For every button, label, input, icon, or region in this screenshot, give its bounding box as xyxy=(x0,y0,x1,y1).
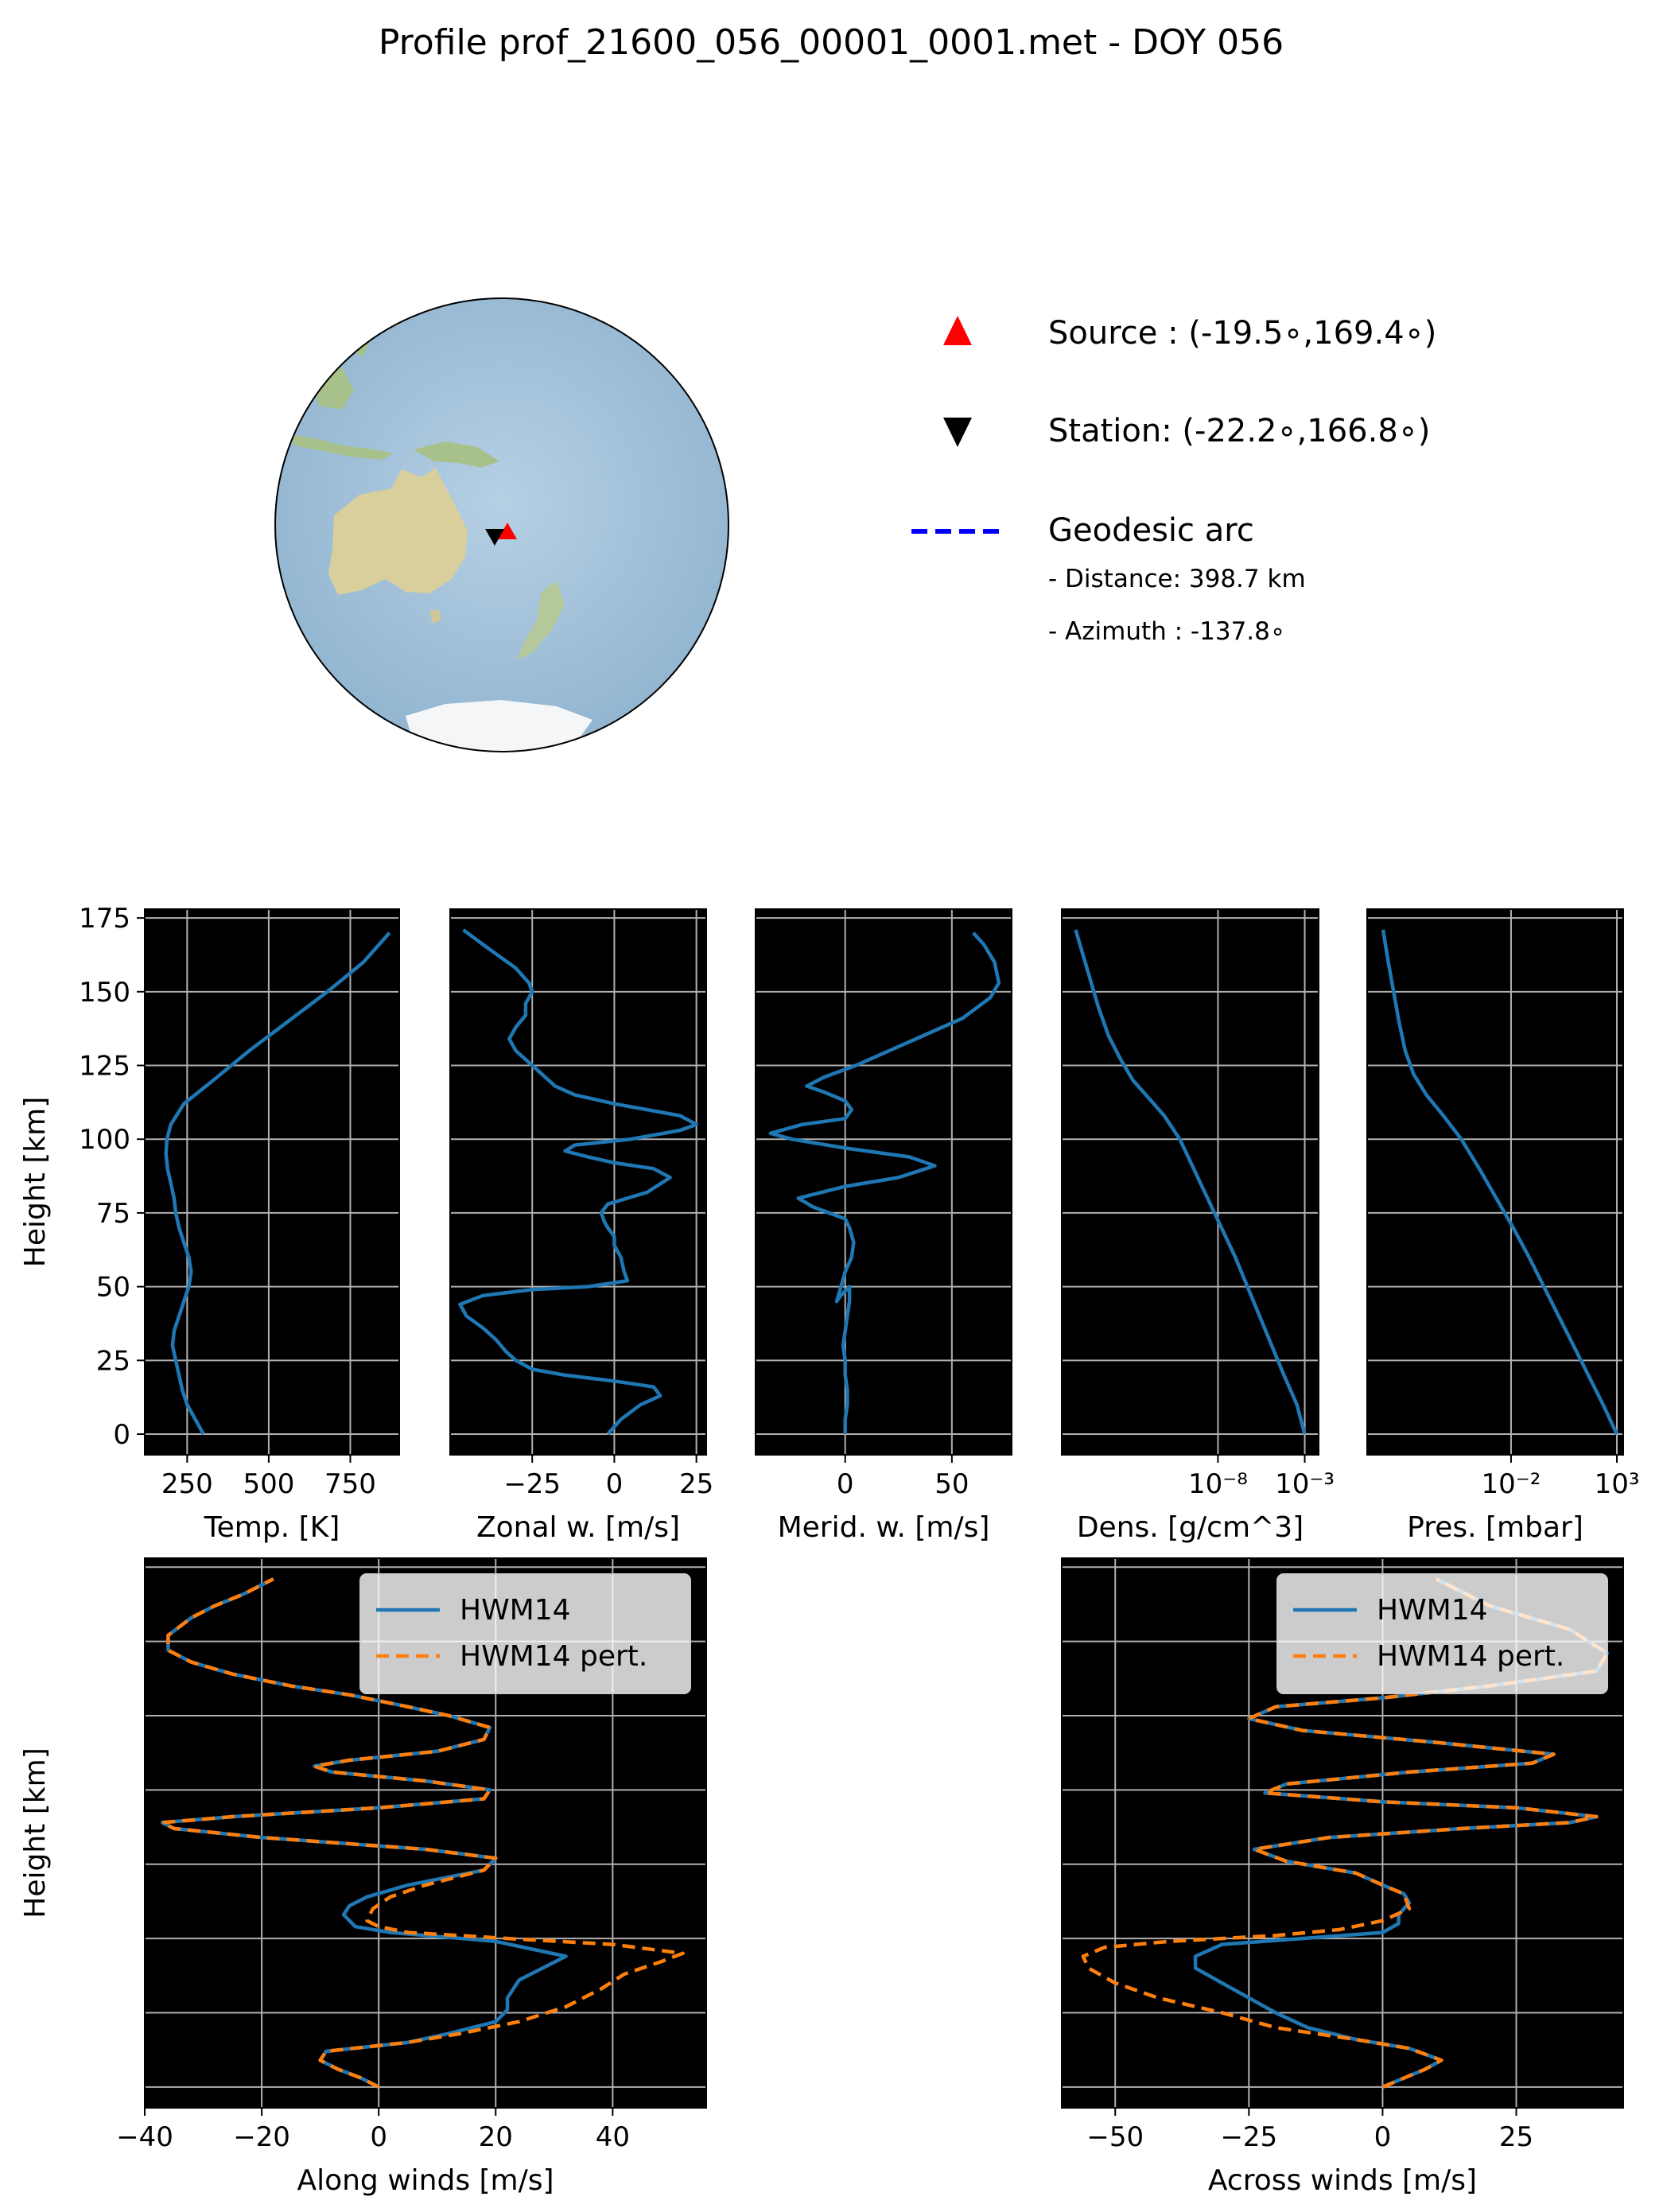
series-line-hwm14 xyxy=(458,928,698,1436)
australia-land xyxy=(328,468,468,595)
chart-dens: 10⁻⁸ 10⁻³ Dens. [g/cm^3] xyxy=(1061,908,1335,1544)
y-tick-label: 175 xyxy=(79,903,130,935)
y-tick-label: 100 xyxy=(79,1124,130,1156)
x-tick-label: 250 xyxy=(161,1468,213,1500)
geodesic-arc-legend-label: Geodesic arc xyxy=(1048,512,1254,549)
x-axis-label: Merid. w. [m/s] xyxy=(778,1511,990,1544)
figure-title: Profile prof_21600_056_00001_0001.met - … xyxy=(379,22,1284,63)
x-axis-label: Pres. [mbar] xyxy=(1407,1511,1583,1544)
x-axis-label: Along winds [m/s] xyxy=(297,2164,554,2197)
map-source-marker xyxy=(498,523,517,539)
x-tick-label: −20 xyxy=(233,2121,290,2153)
map-panel xyxy=(274,297,729,752)
x-tick-label: −40 xyxy=(116,2121,173,2153)
x-axis-label: Across winds [m/s] xyxy=(1208,2164,1477,2197)
y-tick-label: 150 xyxy=(79,977,130,1009)
plot-area xyxy=(1062,909,1319,1455)
x-axis-label: Zonal w. [m/s] xyxy=(476,1511,680,1544)
chart-temp: 250 500 750 0 25 50 75 100 125 150 175 Temp. [K] Hei… xyxy=(19,903,400,1544)
y-tick-label: 75 xyxy=(96,1198,130,1230)
x-tick-label: 0 xyxy=(606,1468,624,1500)
plot-frame xyxy=(1061,1557,1624,2109)
x-tick-label: 10³ xyxy=(1595,1468,1640,1500)
legend-entry-label: HWM14 xyxy=(1377,1594,1488,1627)
legend-box xyxy=(1276,1573,1608,1694)
chart-legend: HWM14 HWM14 pert. xyxy=(1276,1573,1608,1694)
series-line-hwm14 xyxy=(164,931,391,1436)
plot-frame xyxy=(1061,908,1319,1456)
x-tick-label: 0 xyxy=(837,1468,854,1500)
plot-frame xyxy=(144,908,400,1456)
legend-box xyxy=(359,1573,691,1694)
x-tick-label: 750 xyxy=(324,1468,376,1500)
y-tick-label: 125 xyxy=(79,1051,130,1083)
legend-entry-label: HWM14 pert. xyxy=(460,1640,647,1673)
map-legend: Source : (-19.5∘,169.4∘) Station: (-22.2… xyxy=(911,315,1436,646)
source-legend-label: Source : (-19.5∘,169.4∘) xyxy=(1048,315,1436,352)
x-tick-label: 0 xyxy=(1374,2121,1392,2153)
x-tick-label: 10⁻³ xyxy=(1275,1468,1335,1500)
x-tick-label: 20 xyxy=(479,2121,513,2153)
plot-frame xyxy=(144,1557,707,2109)
x-tick-label: 25 xyxy=(679,1468,713,1500)
series-line-hwm14 xyxy=(1074,929,1307,1435)
x-tick-label: 10⁻² xyxy=(1482,1468,1541,1500)
x-tick-label: −25 xyxy=(503,1468,561,1500)
gridlines xyxy=(1062,909,1319,1455)
y-tick-label: 0 xyxy=(113,1419,130,1451)
y-axis-label: Height [km] xyxy=(19,1097,52,1267)
y-axis-label: Height [km] xyxy=(19,1747,52,1918)
azimuth-label: - Azimuth : -137.8∘ xyxy=(1048,617,1285,646)
plot-frame xyxy=(1366,908,1624,1456)
antarctica-land xyxy=(406,700,593,752)
series-line-hwm14-pert xyxy=(160,1577,685,2089)
y-tick-label: 50 xyxy=(96,1272,130,1304)
map-station-marker xyxy=(485,529,504,546)
gridlines xyxy=(145,909,399,1455)
series-line-hwm14 xyxy=(768,931,1001,1434)
x-axis-label: Temp. [K] xyxy=(204,1511,340,1544)
chart-pres: 10⁻² 10³ Pres. [mbar] xyxy=(1366,908,1640,1544)
station-legend-label: Station: (-22.2∘,166.8∘) xyxy=(1048,413,1430,449)
plot-frame xyxy=(449,908,707,1456)
plot-area xyxy=(756,909,1012,1455)
chart-merid: 0 50 Merid. w. [m/s] xyxy=(755,908,1012,1544)
x-tick-label: 500 xyxy=(243,1468,294,1500)
source-legend-icon xyxy=(943,316,972,345)
x-tick-label: −50 xyxy=(1086,2121,1144,2153)
new-guinea-land xyxy=(414,441,499,468)
chart-across: −50 −25 0 25 Across winds [m/s] HWM14 HWM14 pe… xyxy=(1061,1557,1624,2197)
x-tick-label: 0 xyxy=(370,2121,387,2153)
indonesia-land xyxy=(286,433,394,460)
x-tick-label: −25 xyxy=(1220,2121,1277,2153)
plot-frame xyxy=(755,908,1012,1456)
y-tick-label: 25 xyxy=(96,1345,130,1377)
x-tick-label: 10⁻⁸ xyxy=(1188,1468,1248,1500)
new-zealand-land xyxy=(517,581,565,660)
series-line-hwm14 xyxy=(1381,929,1619,1435)
chart-zonal: −25 0 25 Zonal w. [m/s] xyxy=(449,908,713,1544)
station-legend-icon xyxy=(943,418,972,447)
chart-legend: HWM14 HWM14 pert. xyxy=(359,1573,691,1694)
x-tick-label: 50 xyxy=(934,1468,969,1500)
gridlines xyxy=(1367,909,1623,1455)
legend-entry-label: HWM14 pert. xyxy=(1377,1640,1564,1673)
globe-ocean xyxy=(275,298,729,752)
tasmania-land xyxy=(429,609,441,624)
chart-along: −40 −20 0 20 40 Along winds [m/s] Height [km] H… xyxy=(19,1557,707,2197)
plot-area xyxy=(1367,909,1623,1455)
x-tick-label: 25 xyxy=(1499,2121,1533,2153)
series-line-hwm14 xyxy=(1193,1577,1610,2089)
x-axis-label: Dens. [g/cm^3] xyxy=(1077,1511,1304,1544)
distance-label: - Distance: 398.7 km xyxy=(1048,565,1306,593)
x-tick-label: 40 xyxy=(596,2121,630,2153)
legend-entry-label: HWM14 xyxy=(460,1594,571,1627)
globe-outline xyxy=(274,297,729,752)
